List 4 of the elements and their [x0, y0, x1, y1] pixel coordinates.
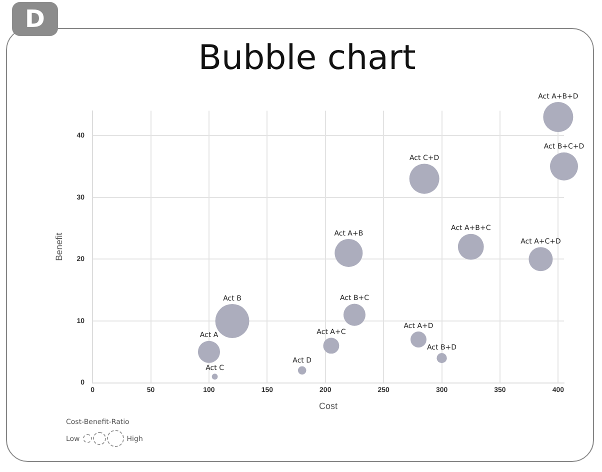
x-axis-title: Cost [319, 401, 338, 412]
chart-title: Bubble chart [198, 38, 416, 78]
y-axis-title: Benefit [54, 232, 64, 261]
text: D [12, 2, 58, 36]
